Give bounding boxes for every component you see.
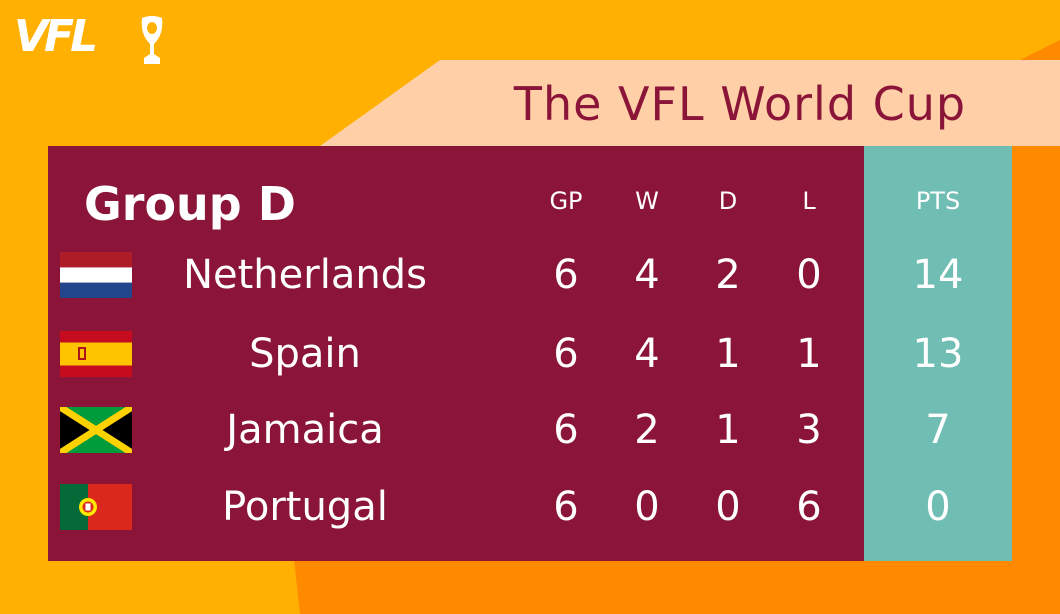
table-row: Spain 6 4 1 1 13 [0,324,1060,384]
team-gp: 6 [553,252,579,298]
team-gp: 6 [553,407,579,453]
header-w: W [635,187,659,215]
vfl-logo: VFL [14,11,163,64]
team-w: 4 [634,252,660,298]
spain-flag-icon [60,331,132,377]
portugal-flag-icon [60,484,132,530]
header-pts: PTS [915,187,961,215]
team-d: 1 [715,331,741,377]
logo-text: VFL [14,11,98,62]
table-row: Jamaica 6 2 1 3 7 [0,400,1060,460]
trophy-icon [141,16,163,64]
team-l: 1 [796,331,822,377]
team-w: 0 [634,484,660,530]
team-gp: 6 [553,484,579,530]
standings-table [48,146,864,561]
team-name: Jamaica [226,407,384,453]
team-pts: 13 [912,331,964,377]
team-pts: 7 [925,407,951,453]
team-name: Spain [249,331,361,377]
group-title: Group D [84,177,296,231]
table-row: Portugal 6 0 0 6 0 [0,477,1060,537]
team-name: Portugal [222,484,388,530]
team-d: 0 [715,484,741,530]
table-row: Netherlands 6 4 2 0 14 [0,245,1060,305]
jamaica-flag-icon [60,407,132,453]
team-l: 0 [796,252,822,298]
page-title: The VFL World Cup [513,77,967,131]
points-column [864,146,1012,561]
netherlands-flag-icon [60,252,132,298]
team-l: 6 [796,484,822,530]
team-w: 4 [634,331,660,377]
team-d: 1 [715,407,741,453]
team-pts: 0 [925,484,951,530]
team-gp: 6 [553,331,579,377]
header-gp: GP [549,187,583,215]
header-d: D [718,187,738,215]
team-l: 3 [796,407,822,453]
team-w: 2 [634,407,660,453]
header-l: L [802,187,816,215]
team-name: Netherlands [183,252,427,298]
team-d: 2 [715,252,741,298]
team-pts: 14 [912,252,964,298]
